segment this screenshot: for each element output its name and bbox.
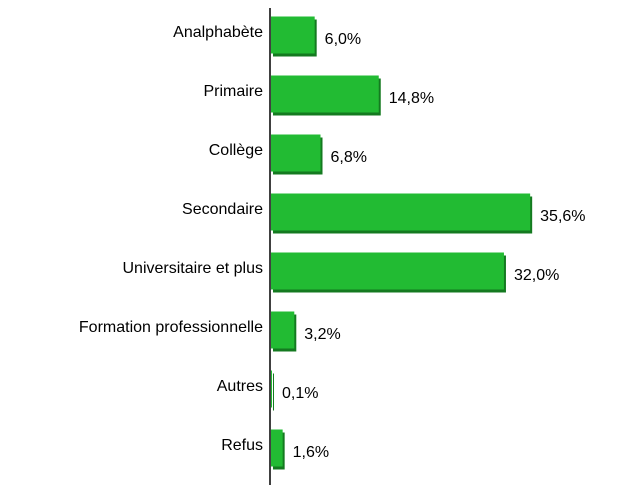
category-label: Analphabète [173,24,263,41]
bar-shadow [273,373,274,411]
category-label: Secondaire [182,201,263,218]
category-label: Collège [209,142,263,159]
value-label: 32,0% [514,267,559,284]
value-label: 14,8% [389,90,434,107]
value-label: 0,1% [282,385,318,402]
bar [271,429,283,467]
bar [271,252,504,290]
category-label: Formation professionnelle [79,319,263,336]
value-label: 35,6% [540,208,585,225]
bar [271,370,272,408]
category-label: Refus [221,437,263,454]
value-label: 1,6% [293,444,329,461]
bar [271,311,295,349]
category-label: Autres [217,378,263,395]
bar [271,75,379,113]
value-label: 3,2% [304,326,340,343]
bar [271,134,321,172]
bar [271,16,315,54]
value-label: 6,8% [331,149,367,166]
value-label: 6,0% [325,31,361,48]
category-label: Primaire [203,83,263,100]
category-label: Universitaire et plus [123,260,264,277]
bar [271,193,531,231]
